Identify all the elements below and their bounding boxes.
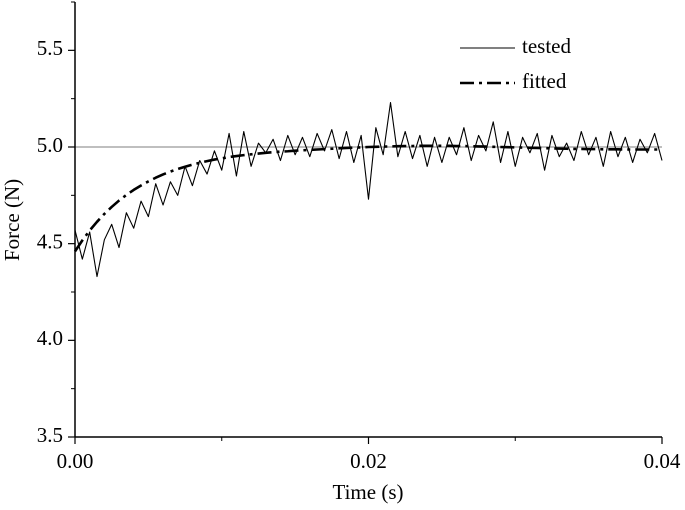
y-tick-label: 3.5 — [37, 423, 63, 447]
y-tick-label: 4.5 — [37, 229, 63, 253]
x-axis-label: Time (s) — [333, 480, 404, 504]
y-tick-label: 5.0 — [37, 133, 63, 157]
series-line — [73, 144, 662, 253]
y-tick-label: 4.0 — [37, 326, 63, 350]
y-tick-label: 5.5 — [37, 36, 63, 60]
y-axis-label: Force (N) — [0, 179, 24, 261]
x-tick-label: 0.00 — [57, 449, 94, 473]
legend-label: fitted — [522, 69, 567, 93]
legend-label: tested — [522, 34, 571, 58]
x-tick-label: 0.04 — [644, 449, 681, 473]
series-line — [74, 101, 663, 278]
x-tick-label: 0.02 — [350, 449, 387, 473]
